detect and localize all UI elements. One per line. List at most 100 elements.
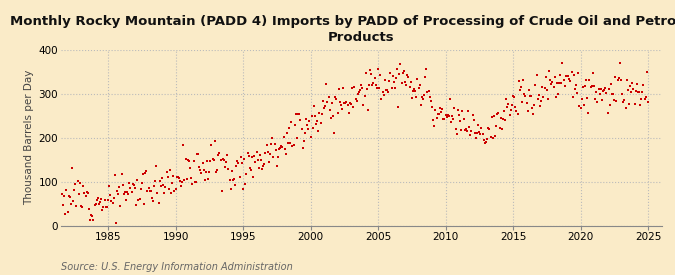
Point <box>155 179 165 183</box>
Point <box>457 109 468 113</box>
Point <box>533 93 544 97</box>
Point <box>348 105 358 109</box>
Point <box>304 119 315 123</box>
Point <box>413 86 424 90</box>
Point <box>591 90 601 94</box>
Point <box>469 131 480 136</box>
Point <box>547 80 558 84</box>
Point <box>313 128 324 133</box>
Point <box>381 87 392 92</box>
Point <box>418 97 429 102</box>
Point <box>622 88 633 92</box>
Point <box>539 86 550 90</box>
Point <box>474 130 485 134</box>
Point <box>246 155 257 160</box>
Point <box>604 103 615 107</box>
Point <box>330 95 341 100</box>
Point <box>617 92 628 97</box>
Point <box>94 201 105 206</box>
Point <box>265 151 275 156</box>
Point <box>223 167 234 172</box>
Point <box>280 152 291 156</box>
Point <box>145 189 156 193</box>
Y-axis label: Thousand Barrels per Day: Thousand Barrels per Day <box>24 70 34 205</box>
Point <box>535 104 545 109</box>
Point <box>526 94 537 98</box>
Point <box>375 72 385 77</box>
Point <box>240 182 250 186</box>
Point <box>491 124 502 129</box>
Point <box>296 127 307 131</box>
Point <box>634 90 645 94</box>
Point <box>261 143 272 147</box>
Point <box>214 151 225 156</box>
Point <box>317 99 328 103</box>
Point <box>202 159 213 164</box>
Point <box>540 75 551 79</box>
Point <box>61 188 72 192</box>
Point <box>411 95 422 99</box>
Point <box>72 178 83 183</box>
Point <box>575 105 586 110</box>
Point <box>96 197 107 202</box>
Point <box>192 152 203 156</box>
Point <box>404 84 415 89</box>
Point <box>106 199 117 204</box>
Point <box>211 170 221 174</box>
Point <box>109 173 120 177</box>
Point <box>177 180 188 185</box>
Point <box>74 192 84 197</box>
Point <box>371 83 381 87</box>
Point <box>242 150 253 155</box>
Point <box>141 169 152 173</box>
Point <box>433 112 444 116</box>
Point <box>305 135 316 139</box>
Title: Monthly Rocky Mountain (PADD 4) Imports by PADD of Processing of Crude Oil and P: Monthly Rocky Mountain (PADD 4) Imports … <box>9 15 675 44</box>
Point <box>227 177 238 182</box>
Point <box>448 117 459 122</box>
Point <box>425 95 435 99</box>
Point <box>576 97 587 101</box>
Point <box>618 100 628 104</box>
Point <box>459 127 470 132</box>
Point <box>175 179 186 183</box>
Point <box>420 75 431 79</box>
Point <box>607 92 618 96</box>
Point <box>468 118 479 123</box>
Point <box>80 194 91 199</box>
Point <box>551 81 562 86</box>
Point <box>186 176 196 180</box>
Point <box>91 198 102 202</box>
Point <box>554 80 564 85</box>
Point <box>331 97 342 101</box>
Point <box>229 177 240 181</box>
Point <box>140 170 151 175</box>
Point <box>196 171 207 175</box>
Point <box>118 192 129 197</box>
Point <box>283 141 294 145</box>
Point <box>555 73 566 77</box>
Point <box>219 158 230 163</box>
Point <box>276 143 287 148</box>
Point <box>548 85 559 89</box>
Point <box>476 126 487 130</box>
Point <box>603 86 614 91</box>
Point <box>86 213 97 217</box>
Point <box>366 72 377 77</box>
Point <box>408 86 419 91</box>
Point <box>198 168 209 172</box>
Point <box>322 100 333 104</box>
Point <box>543 68 554 73</box>
Point <box>57 203 68 207</box>
Point <box>320 103 331 108</box>
Point <box>435 109 446 114</box>
Point <box>493 111 504 115</box>
Point <box>470 136 481 140</box>
Point <box>398 69 409 73</box>
Point <box>587 83 597 88</box>
Point <box>628 87 639 92</box>
Point <box>502 105 513 110</box>
Point <box>306 114 317 119</box>
Point <box>236 155 246 160</box>
Point <box>267 136 277 140</box>
